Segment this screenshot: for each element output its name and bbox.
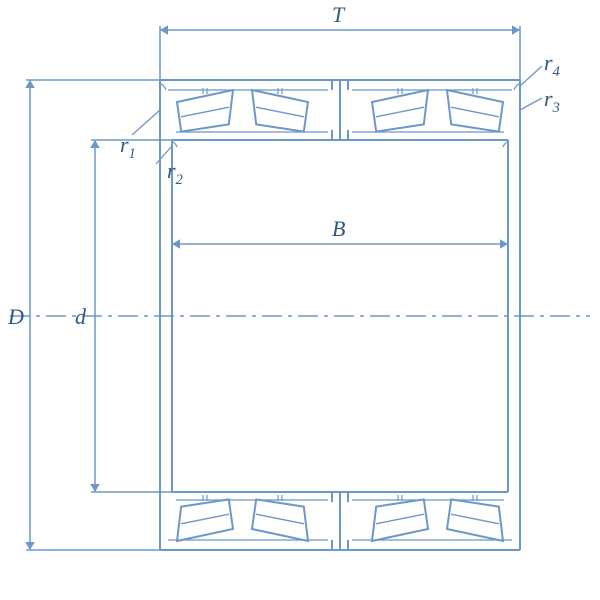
label-B: B xyxy=(332,216,345,241)
label-r3: r3 xyxy=(544,86,560,116)
label-r1: r1 xyxy=(120,132,136,162)
label-r2: r2 xyxy=(167,158,183,188)
label-D: D xyxy=(7,304,24,329)
label-d: d xyxy=(75,304,87,329)
bearing-cross-section-diagram: T B Dd r1 r2 r4 r3 xyxy=(0,0,600,600)
label-T: T xyxy=(332,2,346,27)
label-r4: r4 xyxy=(544,50,560,80)
